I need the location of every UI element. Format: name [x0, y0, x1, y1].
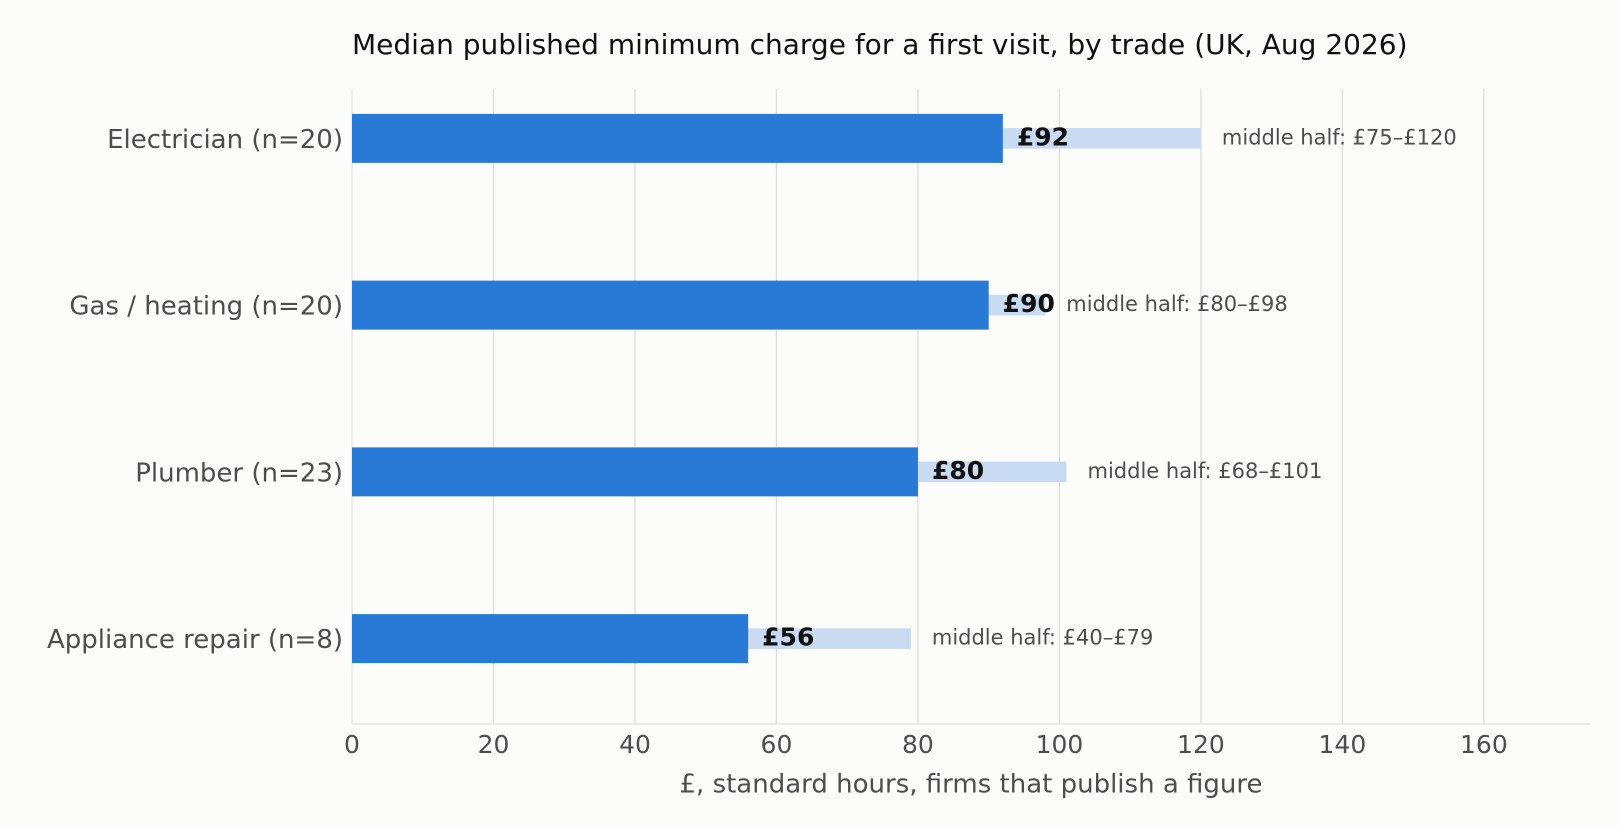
x-tick-label: 20 — [478, 730, 510, 759]
range-label: middle half: £40–£79 — [932, 626, 1153, 650]
x-tick-label: 120 — [1177, 730, 1225, 759]
bar — [352, 614, 749, 664]
x-tick-label: 0 — [344, 730, 360, 759]
y-tick-label: Gas / heating (n=20) — [69, 292, 343, 322]
x-tick-label: 40 — [619, 730, 651, 759]
bar — [352, 280, 989, 330]
value-label: £80 — [932, 456, 984, 485]
x-tick-label: 60 — [761, 730, 793, 759]
range-label: middle half: £80–£98 — [1066, 292, 1287, 316]
x-tick-label: 160 — [1460, 730, 1508, 759]
range-label: middle half: £68–£101 — [1088, 459, 1323, 483]
bar — [352, 447, 918, 497]
x-tick-label: 100 — [1036, 730, 1084, 759]
value-label: £90 — [1003, 289, 1055, 318]
chart-title: Median published minimum charge for a fi… — [352, 28, 1408, 61]
x-tick-label: 80 — [902, 730, 934, 759]
bar — [352, 113, 1003, 163]
value-label: £92 — [1017, 122, 1069, 151]
value-label: £56 — [762, 623, 814, 652]
x-axis-label: £, standard hours, firms that publish a … — [680, 770, 1263, 800]
y-tick-label: Electrician (n=20) — [107, 125, 343, 155]
range-label: middle half: £75–£120 — [1222, 125, 1457, 149]
y-tick-label: Appliance repair (n=8) — [47, 625, 343, 655]
x-tick-label: 140 — [1319, 730, 1367, 759]
y-tick-label: Plumber (n=23) — [135, 458, 343, 488]
